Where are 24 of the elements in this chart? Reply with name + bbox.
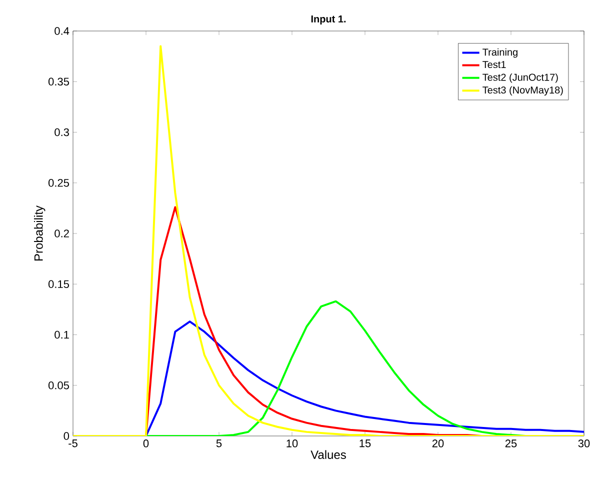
y-tick-label: 0.1 [54, 330, 69, 339]
x-tick-label: 20 [432, 440, 444, 448]
y-tick-label: 0.3 [54, 128, 69, 136]
y-tick-label: 0 [64, 432, 70, 440]
y-tick-label: 0.25 [48, 178, 69, 187]
x-tick-label: 10 [286, 440, 298, 448]
chart-title: Input 1. [311, 16, 346, 24]
y-tick-label: 0.4 [54, 27, 70, 35]
x-axis-title: Values [310, 450, 346, 459]
y-tick-label: 0.05 [48, 381, 69, 390]
x-tick-label: 30 [578, 440, 590, 448]
legend-label: Test2 (JunOct17) [482, 73, 558, 83]
y-tick-label: 0.35 [48, 78, 69, 86]
x-tick-label: 0 [143, 440, 149, 448]
legend-label: Training [482, 48, 518, 58]
x-tick-label: 25 [505, 440, 517, 448]
x-tick-label: -5 [68, 440, 78, 448]
x-tick-label: 5 [216, 440, 222, 448]
y-tick-label: 0.2 [54, 230, 69, 238]
legend-label: Test1 [482, 61, 506, 68]
y-axis-title: Probability [34, 206, 46, 261]
x-tick-label: 15 [360, 440, 371, 448]
legend-label: Test3 (NovMay18) [482, 86, 563, 96]
y-tick-label: 0.15 [48, 280, 69, 288]
